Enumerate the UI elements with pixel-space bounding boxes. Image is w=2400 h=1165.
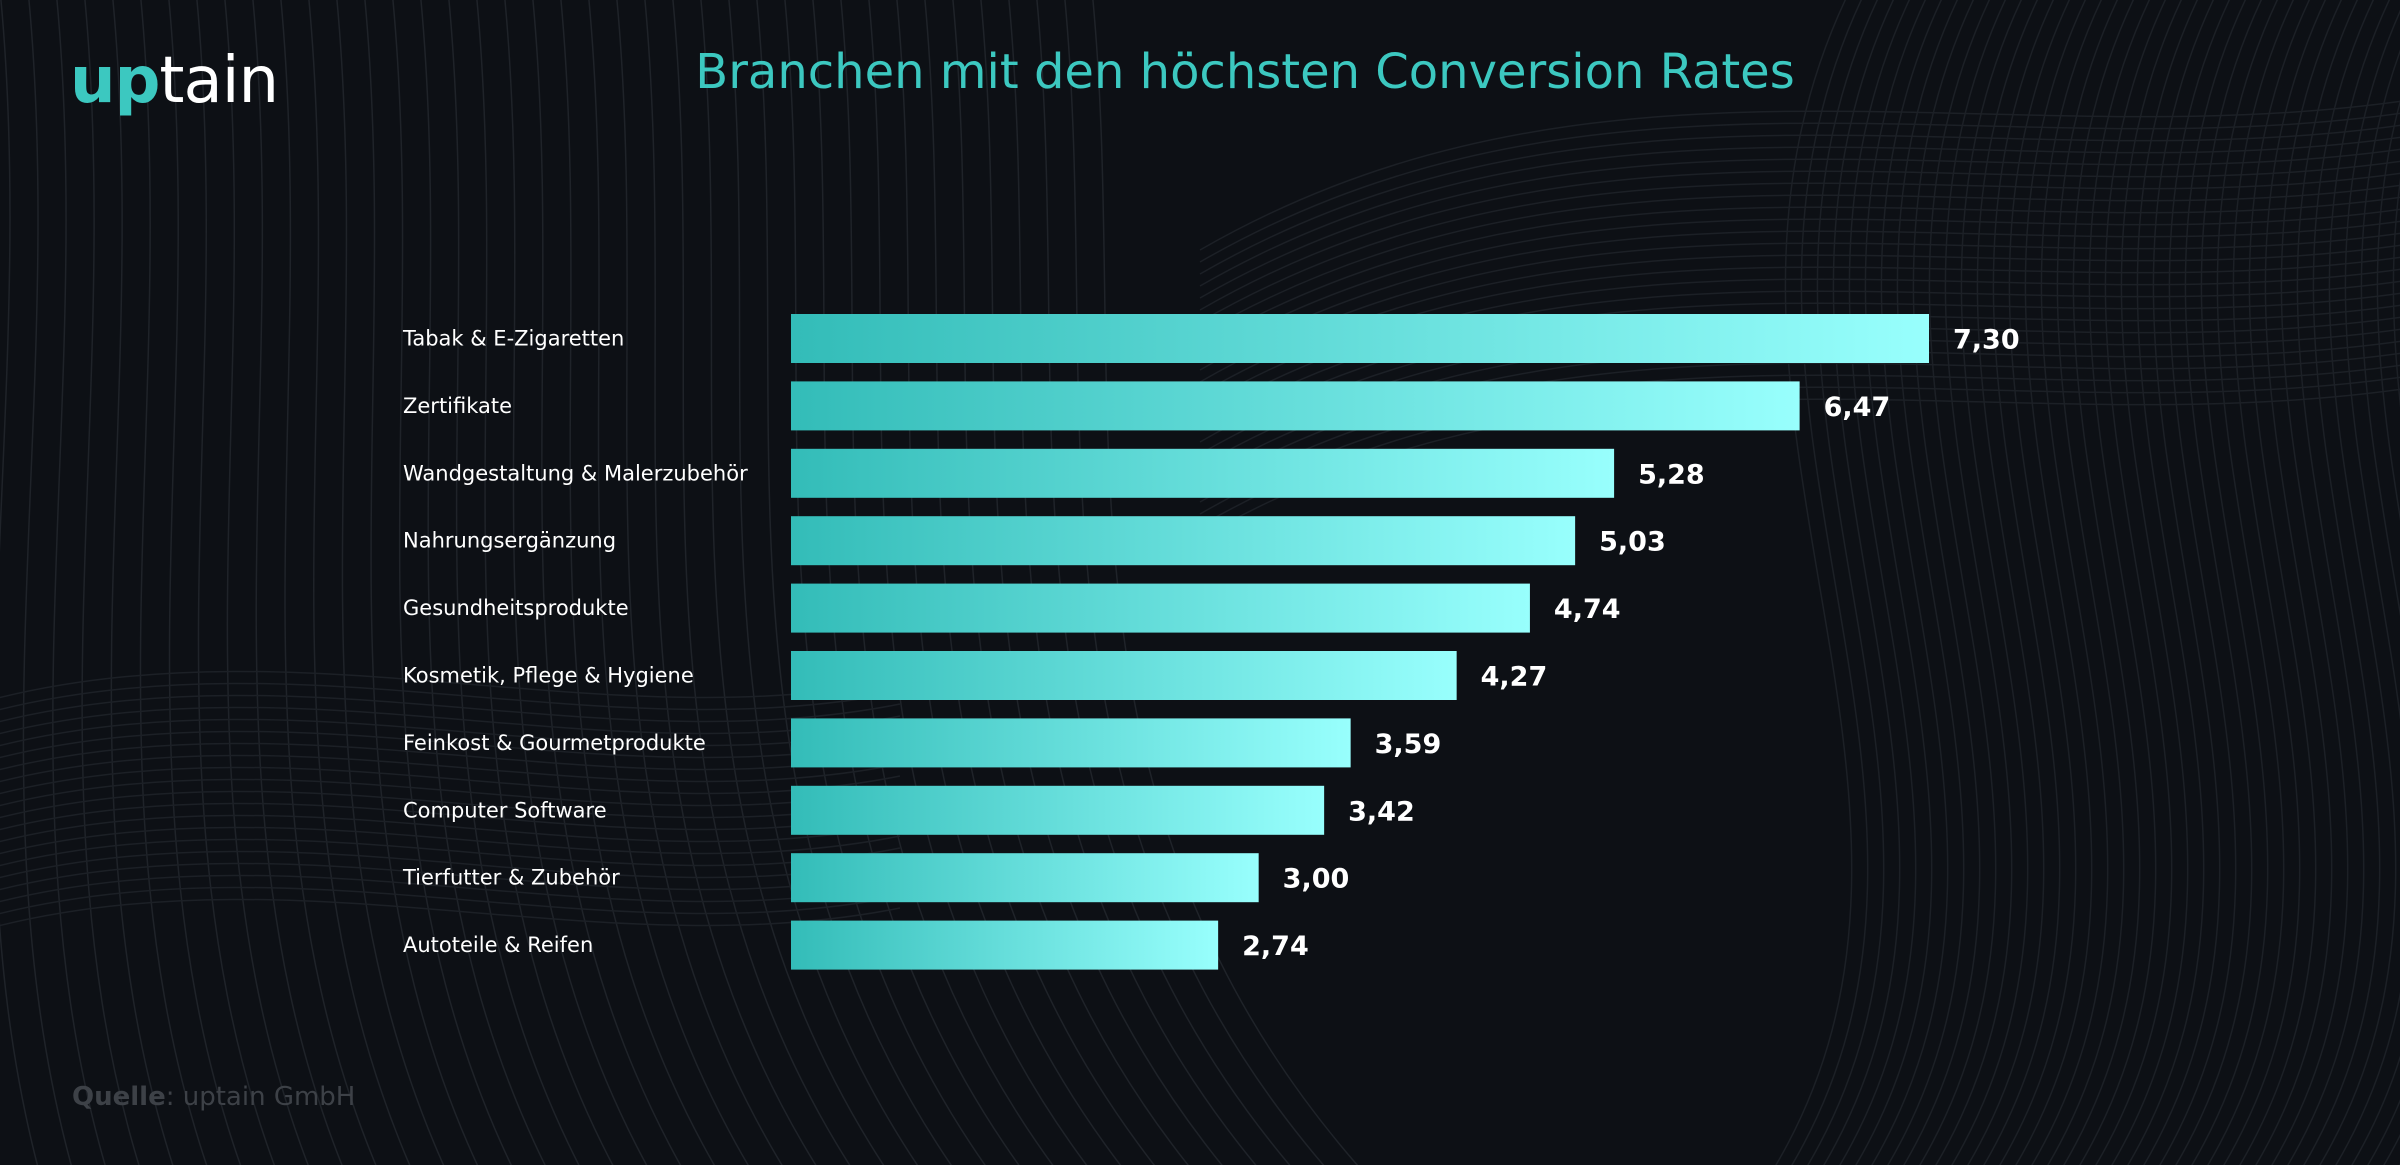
category-label: Tabak & E-Zigaretten bbox=[402, 327, 624, 351]
category-label: Zertifikate bbox=[403, 394, 512, 418]
value-label: 4,74 bbox=[1554, 594, 1621, 625]
value-label: 4,27 bbox=[1481, 662, 1548, 693]
bar bbox=[791, 920, 1219, 970]
category-label: Computer Software bbox=[403, 798, 607, 822]
bar bbox=[791, 651, 1457, 700]
category-label: Tierfutter & Zubehör bbox=[402, 866, 620, 890]
value-label: 3,42 bbox=[1348, 796, 1415, 827]
bar bbox=[791, 448, 1615, 498]
bar bbox=[791, 785, 1325, 835]
source-text: : uptain GmbH bbox=[165, 1082, 356, 1112]
value-label: 6,47 bbox=[1824, 392, 1891, 423]
bar bbox=[791, 381, 1800, 431]
uptain-logo: uptain bbox=[70, 44, 279, 118]
bar bbox=[791, 516, 1576, 566]
value-label: 5,28 bbox=[1638, 459, 1705, 490]
value-label: 3,59 bbox=[1375, 729, 1442, 760]
bar bbox=[791, 853, 1259, 903]
source-note: Quelle: uptain GmbH bbox=[72, 1082, 355, 1112]
bar bbox=[791, 583, 1530, 633]
source-label: Quelle bbox=[72, 1082, 166, 1112]
value-label: 2,74 bbox=[1242, 931, 1309, 962]
value-label: 3,00 bbox=[1283, 864, 1350, 895]
chart-title: Branchen mit den höchsten Conversion Rat… bbox=[695, 44, 1795, 100]
category-label: Kosmetik, Pflege & Hygiene bbox=[403, 664, 694, 688]
category-label: Wandgestaltung & Malerzubehör bbox=[403, 461, 748, 485]
value-label: 5,03 bbox=[1599, 527, 1666, 558]
category-label: Autoteile & Reifen bbox=[403, 933, 593, 957]
category-label: Nahrungsergänzung bbox=[403, 529, 616, 553]
value-label: 7,30 bbox=[1953, 325, 2020, 356]
category-label: Feinkost & Gourmetprodukte bbox=[403, 731, 706, 755]
bar bbox=[791, 314, 1929, 363]
category-label: Gesundheitsprodukte bbox=[403, 596, 629, 620]
bar bbox=[791, 718, 1351, 768]
